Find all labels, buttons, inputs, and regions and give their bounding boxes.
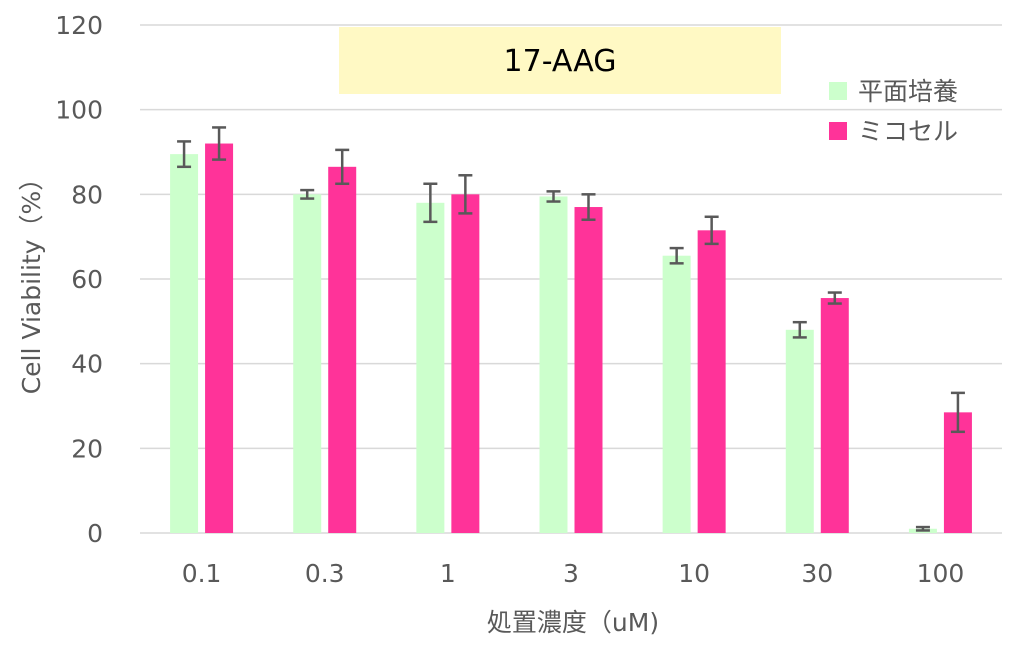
error-bar bbox=[300, 188, 315, 200]
x-tick-label: 3 bbox=[563, 559, 579, 588]
y-tick-label: 0 bbox=[87, 519, 103, 548]
y-tick-label: 20 bbox=[71, 434, 103, 463]
legend-label-flat-culture: 平面培養 bbox=[858, 77, 958, 106]
error-bars bbox=[177, 126, 965, 532]
annotation-box: 17-AAG bbox=[339, 27, 781, 94]
bar-micocell bbox=[574, 207, 603, 534]
error-bar bbox=[915, 525, 930, 532]
x-tick-labels: 0.1 0.3 1 3 10 30 100 bbox=[182, 559, 965, 588]
bar-flat-culture bbox=[293, 194, 322, 534]
bar-flat-culture bbox=[170, 154, 199, 533]
legend-swatch-micocell bbox=[829, 122, 847, 140]
error-bar bbox=[458, 174, 473, 215]
annotation-background bbox=[339, 27, 781, 94]
bar-micocell bbox=[697, 230, 726, 534]
error-bar bbox=[792, 320, 807, 339]
bar-micocell bbox=[205, 143, 234, 534]
x-tick-label: 1 bbox=[440, 559, 456, 588]
bar-flat-culture bbox=[416, 202, 445, 534]
bar-micocell bbox=[451, 194, 480, 534]
error-bar bbox=[827, 291, 842, 305]
bar-series bbox=[170, 143, 972, 534]
error-bar bbox=[581, 193, 596, 221]
x-tick-label: 0.1 bbox=[182, 559, 222, 588]
bar-micocell bbox=[328, 166, 357, 534]
legend-swatch-flat-culture bbox=[829, 82, 847, 100]
y-tick-label: 60 bbox=[71, 265, 103, 294]
y-tick-label: 120 bbox=[55, 11, 103, 40]
x-axis-title: 処置濃度（uM) bbox=[487, 608, 659, 637]
error-bar bbox=[950, 391, 965, 434]
error-bar bbox=[423, 182, 438, 224]
bar-flat-culture bbox=[785, 329, 814, 533]
error-bar bbox=[177, 140, 192, 169]
bar-flat-culture bbox=[539, 196, 568, 533]
x-tick-label: 30 bbox=[801, 559, 833, 588]
error-bar bbox=[704, 215, 719, 246]
y-tick-label: 80 bbox=[71, 180, 103, 209]
error-bar bbox=[546, 190, 561, 203]
error-bar bbox=[212, 126, 227, 161]
x-tick-label: 10 bbox=[678, 559, 710, 588]
legend-label-micocell: ミコセル bbox=[858, 117, 958, 146]
y-tick-label: 100 bbox=[55, 96, 103, 125]
y-tick-labels: 0 20 40 60 80 100 120 bbox=[55, 11, 103, 548]
error-bar bbox=[335, 148, 350, 185]
x-tick-label: 100 bbox=[917, 559, 965, 588]
y-tick-label: 40 bbox=[71, 350, 103, 379]
x-tick-label: 0.3 bbox=[305, 559, 345, 588]
y-axis-title: Cell Viability（%） bbox=[17, 166, 46, 395]
annotation-label: 17-AAG bbox=[504, 44, 617, 79]
error-bar bbox=[669, 246, 684, 265]
bar-micocell bbox=[820, 298, 849, 533]
gridlines bbox=[140, 24, 1002, 534]
bar-flat-culture bbox=[662, 255, 691, 533]
